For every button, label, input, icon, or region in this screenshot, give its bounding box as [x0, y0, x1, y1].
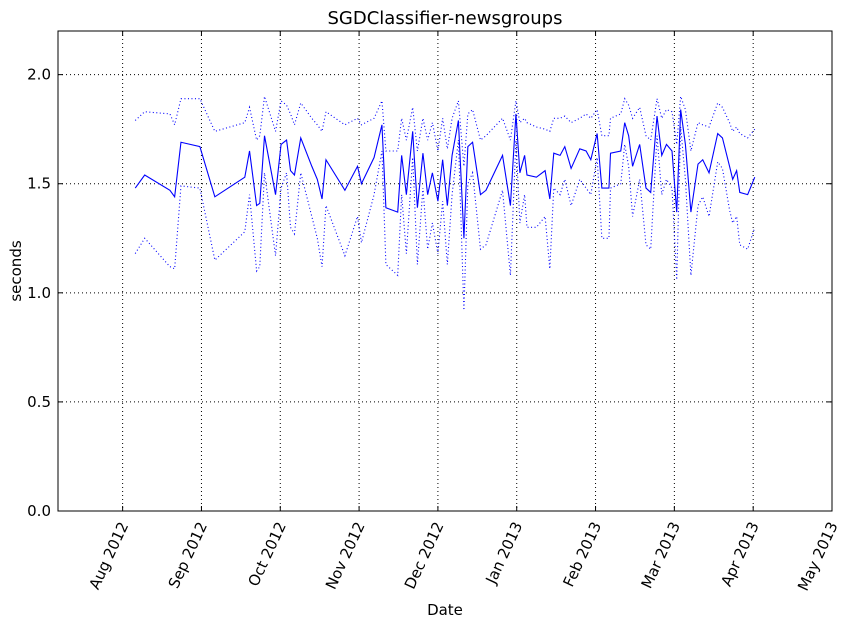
y-axis-label: seconds — [7, 240, 25, 301]
x-tick-label: Dec 2012 — [401, 519, 448, 592]
plot-frame — [57, 30, 833, 512]
x-axis-label: Date — [427, 601, 463, 619]
series-line — [134, 96, 756, 167]
x-tick-label: Nov 2012 — [322, 519, 369, 592]
x-tick-label: Sep 2012 — [165, 519, 211, 591]
x-tick-label: Mar 2013 — [638, 519, 684, 591]
x-tick-label: Oct 2012 — [244, 519, 289, 589]
x-tick-label: Apr 2013 — [717, 519, 762, 589]
series-line — [134, 109, 756, 239]
x-tick-label: Feb 2013 — [559, 519, 605, 590]
y-tick-label: 0.5 — [27, 393, 51, 411]
y-tick-label: 2.0 — [27, 66, 51, 84]
y-tick-label: 1.5 — [27, 175, 51, 193]
x-tick-label: Jan 2013 — [482, 519, 527, 587]
y-tick-label: 1.0 — [27, 284, 51, 302]
x-tick-label: Aug 2012 — [85, 519, 132, 592]
y-tick-label: 0.0 — [27, 502, 51, 520]
chart-title: SGDClassifier-newsgroups — [328, 8, 563, 29]
x-tick-label: May 2013 — [794, 519, 842, 594]
